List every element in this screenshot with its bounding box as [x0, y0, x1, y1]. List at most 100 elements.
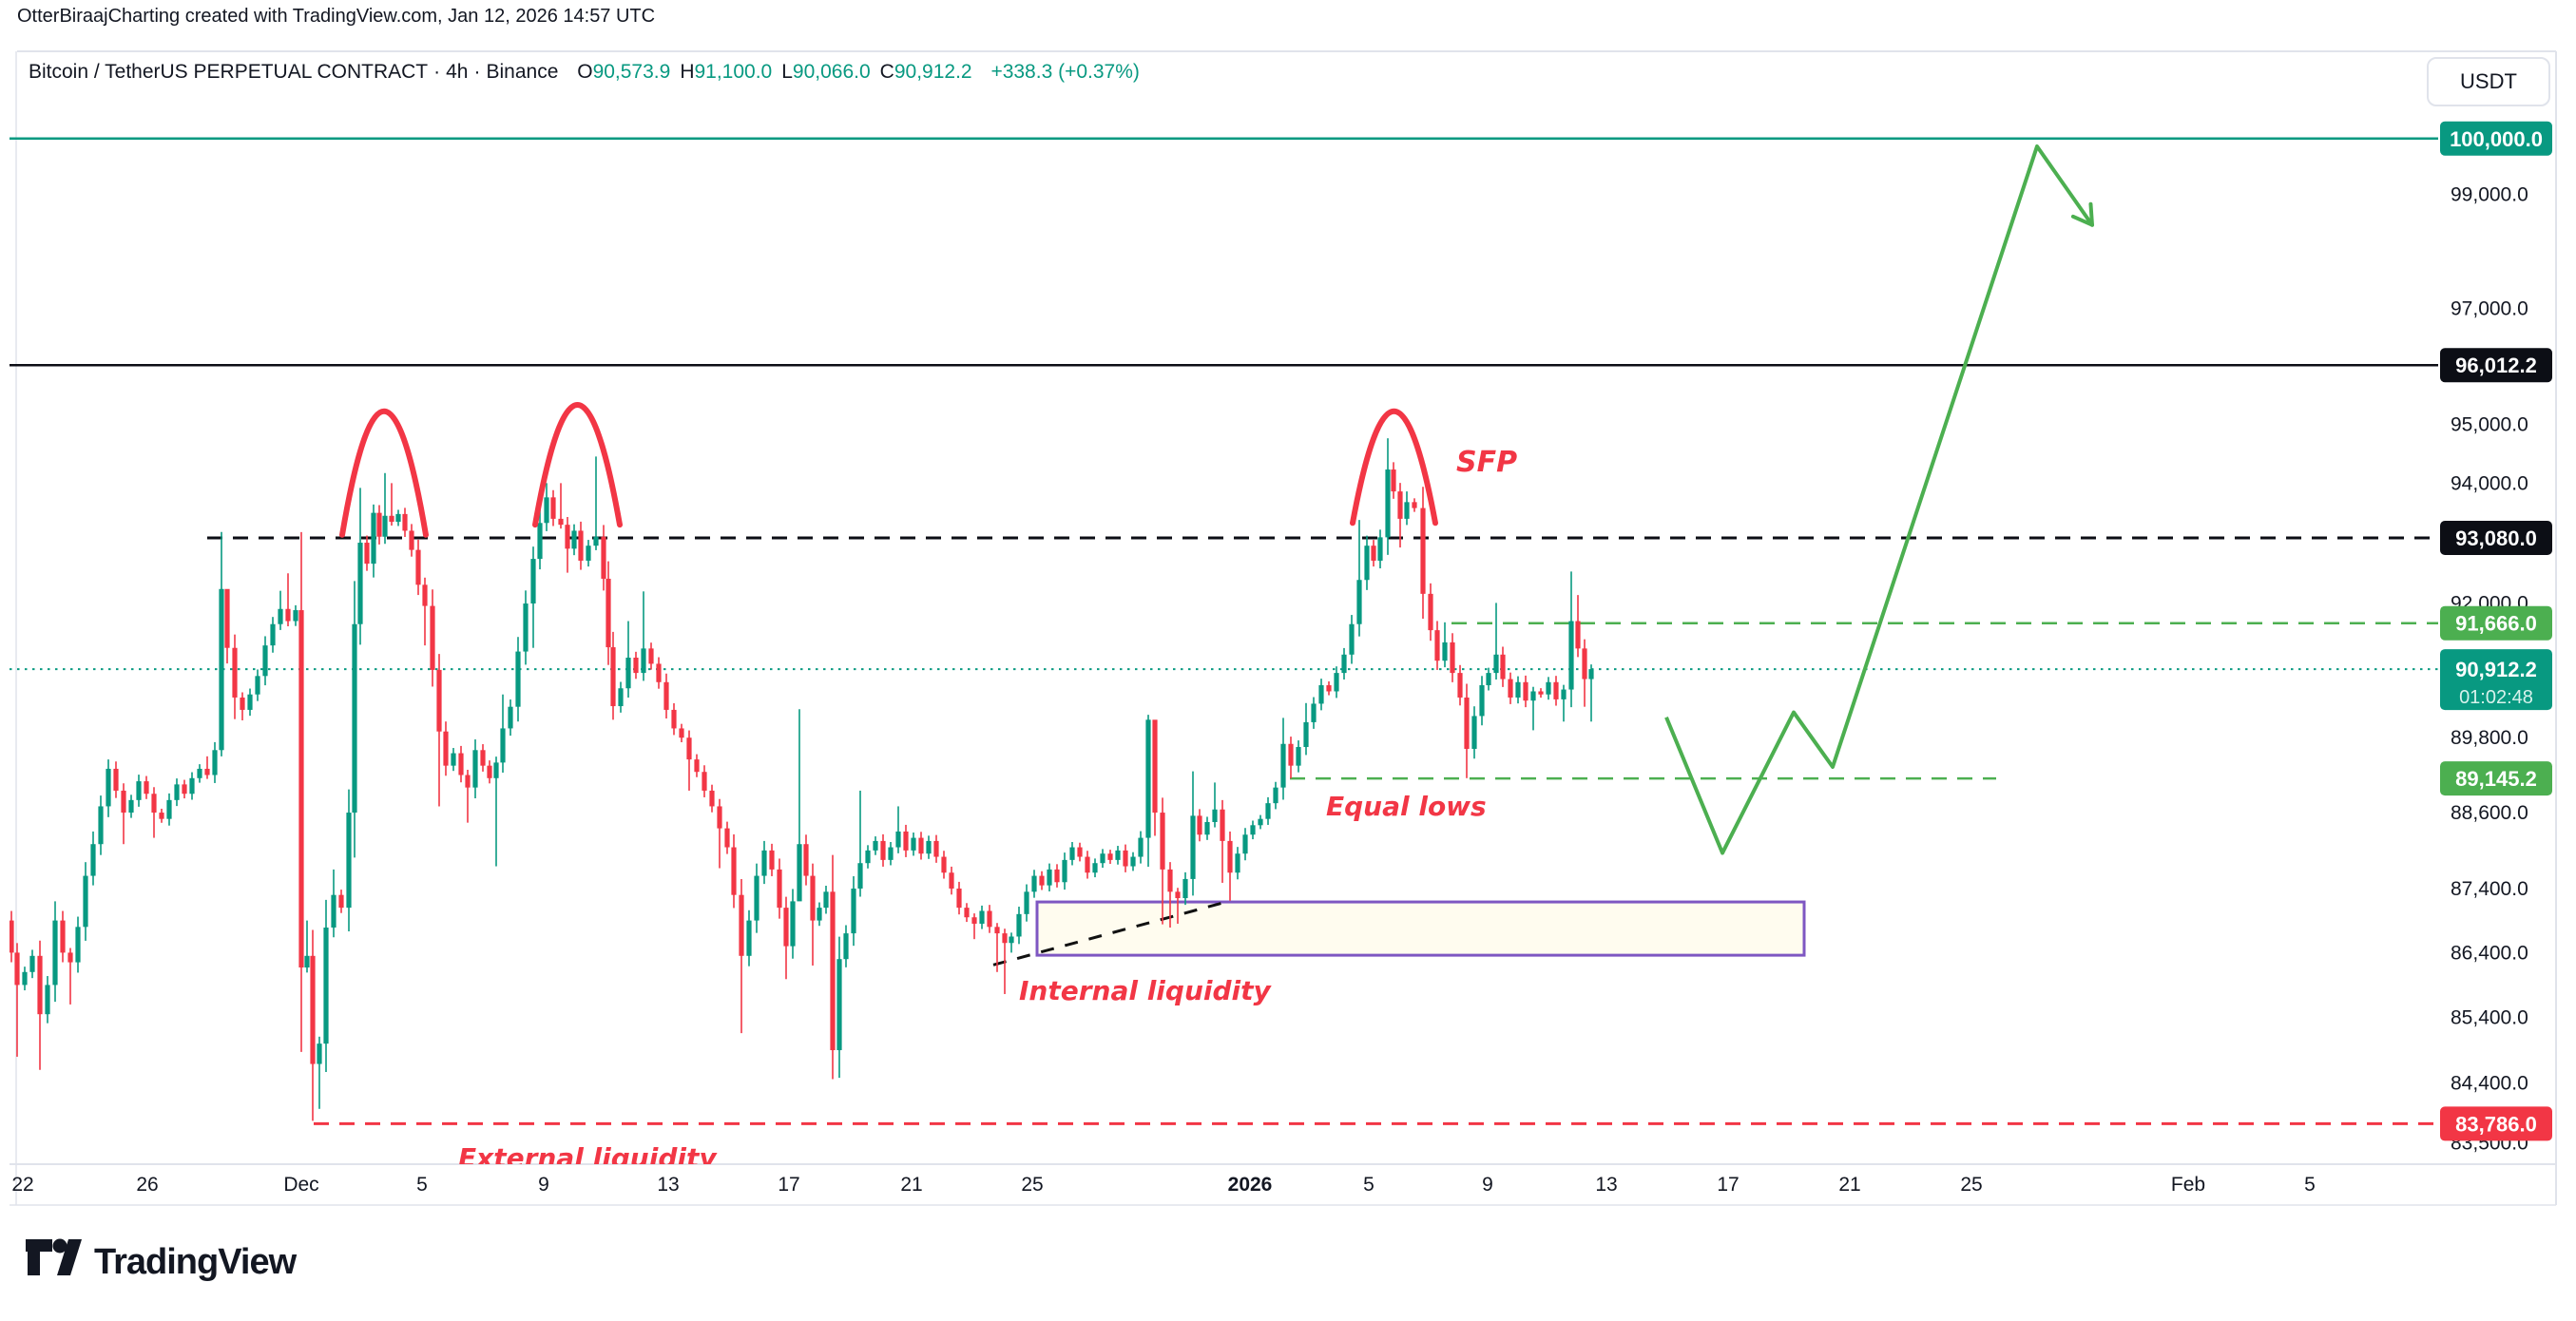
usdt-currency-button[interactable]: USDT	[2427, 57, 2550, 106]
watermark-header: OtterBiraajCharting created with Trading…	[17, 6, 656, 27]
projection-arrowhead	[2088, 201, 2094, 227]
candle	[1107, 853, 1113, 860]
candle	[1538, 691, 1544, 695]
candle	[1039, 875, 1045, 886]
candle	[523, 603, 529, 652]
candle	[1377, 537, 1383, 561]
candle	[323, 928, 329, 1044]
projection-path[interactable]	[1664, 144, 2094, 855]
candle	[709, 790, 715, 807]
time-axis[interactable]: 22 26 Dec 5 9 13 17 21 25 2026 5 9 13 17 21 25 Feb 5	[11, 1174, 2316, 1196]
price-tick-label: 84,400.0	[2451, 1073, 2528, 1095]
candle	[903, 831, 909, 851]
candle	[550, 497, 556, 519]
candle	[1016, 913, 1022, 937]
arc-annotation[interactable]	[1350, 409, 1438, 526]
candle	[212, 750, 218, 775]
candle	[1508, 679, 1513, 698]
candle	[1265, 803, 1271, 819]
symbol-name[interactable]: Bitcoin / TetherUS PERPETUAL CONTRACT	[29, 61, 429, 83]
candle	[1582, 648, 1587, 680]
candle	[1220, 809, 1225, 841]
text-annotation[interactable]: SFP	[1456, 446, 1517, 479]
interval-label[interactable]: 4h	[446, 61, 469, 83]
liquidity-zone-box[interactable]	[1035, 900, 1806, 957]
price-tick-label: 99,000.0	[2451, 184, 2528, 206]
candle	[395, 513, 401, 523]
candle	[270, 623, 276, 646]
candle	[593, 536, 599, 546]
text-annotation[interactable]: External liquidity	[458, 1142, 718, 1174]
candle	[1123, 850, 1128, 867]
candle	[240, 697, 245, 710]
candle	[1145, 719, 1151, 838]
candle	[1568, 621, 1574, 690]
candle	[67, 952, 73, 963]
candle	[671, 709, 677, 729]
candle	[1100, 853, 1105, 864]
candle	[278, 608, 283, 624]
candle	[1311, 703, 1317, 722]
candle	[558, 518, 564, 526]
candle	[159, 813, 164, 819]
candle	[926, 840, 932, 854]
price-badge	[2440, 1106, 2552, 1141]
price-badge	[2440, 761, 2552, 796]
candle	[1412, 502, 1417, 508]
separator-dot: ·	[473, 61, 481, 83]
ohlc-letter: C	[879, 61, 894, 83]
candle	[851, 888, 856, 934]
candle	[571, 530, 577, 549]
price-badge-value: 90,912.2	[2455, 658, 2537, 681]
candle	[1160, 813, 1165, 870]
candle	[739, 894, 744, 956]
arc-annotation[interactable]	[339, 408, 429, 538]
candle	[357, 543, 363, 624]
candle	[136, 781, 142, 800]
candle	[1356, 580, 1362, 624]
time-tick-label: 25	[1021, 1174, 1043, 1196]
candle	[606, 578, 611, 648]
price-tick-label: 94,000.0	[2451, 472, 2528, 494]
candle	[1318, 685, 1324, 704]
candle	[823, 891, 829, 909]
candle	[530, 559, 536, 604]
candle	[262, 645, 268, 677]
exchange-label: Binance	[486, 61, 559, 83]
time-tick-label: 21	[1838, 1174, 1860, 1196]
arc-annotation[interactable]	[532, 402, 623, 528]
candle	[601, 536, 606, 579]
candle	[174, 784, 180, 800]
candle	[843, 933, 849, 960]
text-annotation[interactable]: Equal lows	[1326, 791, 1487, 822]
candle	[1062, 859, 1067, 883]
candle	[895, 831, 901, 848]
time-tick-label: 26	[136, 1174, 158, 1196]
price-axis[interactable]: 99,000.097,000.095,000.094,000.092,000.0…	[2440, 121, 2552, 1155]
candle	[436, 669, 442, 732]
candle	[60, 920, 66, 953]
candle	[1258, 818, 1263, 826]
candle	[865, 850, 871, 864]
price-badge-value: 96,012.2	[2455, 354, 2537, 377]
ohlc-letter: H	[680, 61, 695, 83]
candle	[515, 651, 521, 707]
candle	[113, 768, 119, 791]
separator-dot: ·	[433, 61, 441, 83]
candle	[224, 588, 230, 648]
time-tick-label: 5	[1363, 1174, 1375, 1196]
candle	[1493, 654, 1499, 674]
candle	[679, 728, 684, 738]
candle	[500, 728, 506, 763]
candle	[52, 920, 58, 986]
candle	[544, 497, 549, 524]
candle	[1092, 863, 1098, 873]
candle	[352, 623, 357, 814]
text-annotation[interactable]: Internal liquidity	[1019, 975, 1273, 1006]
plot-area[interactable]: SFP Equal lows Internal liquidity External …	[9, 137, 2438, 1174]
trendline[interactable]	[992, 900, 1227, 967]
candle	[310, 955, 316, 1064]
candle	[1031, 875, 1037, 892]
tradingview-logo[interactable]: TradingView	[24, 1237, 297, 1287]
